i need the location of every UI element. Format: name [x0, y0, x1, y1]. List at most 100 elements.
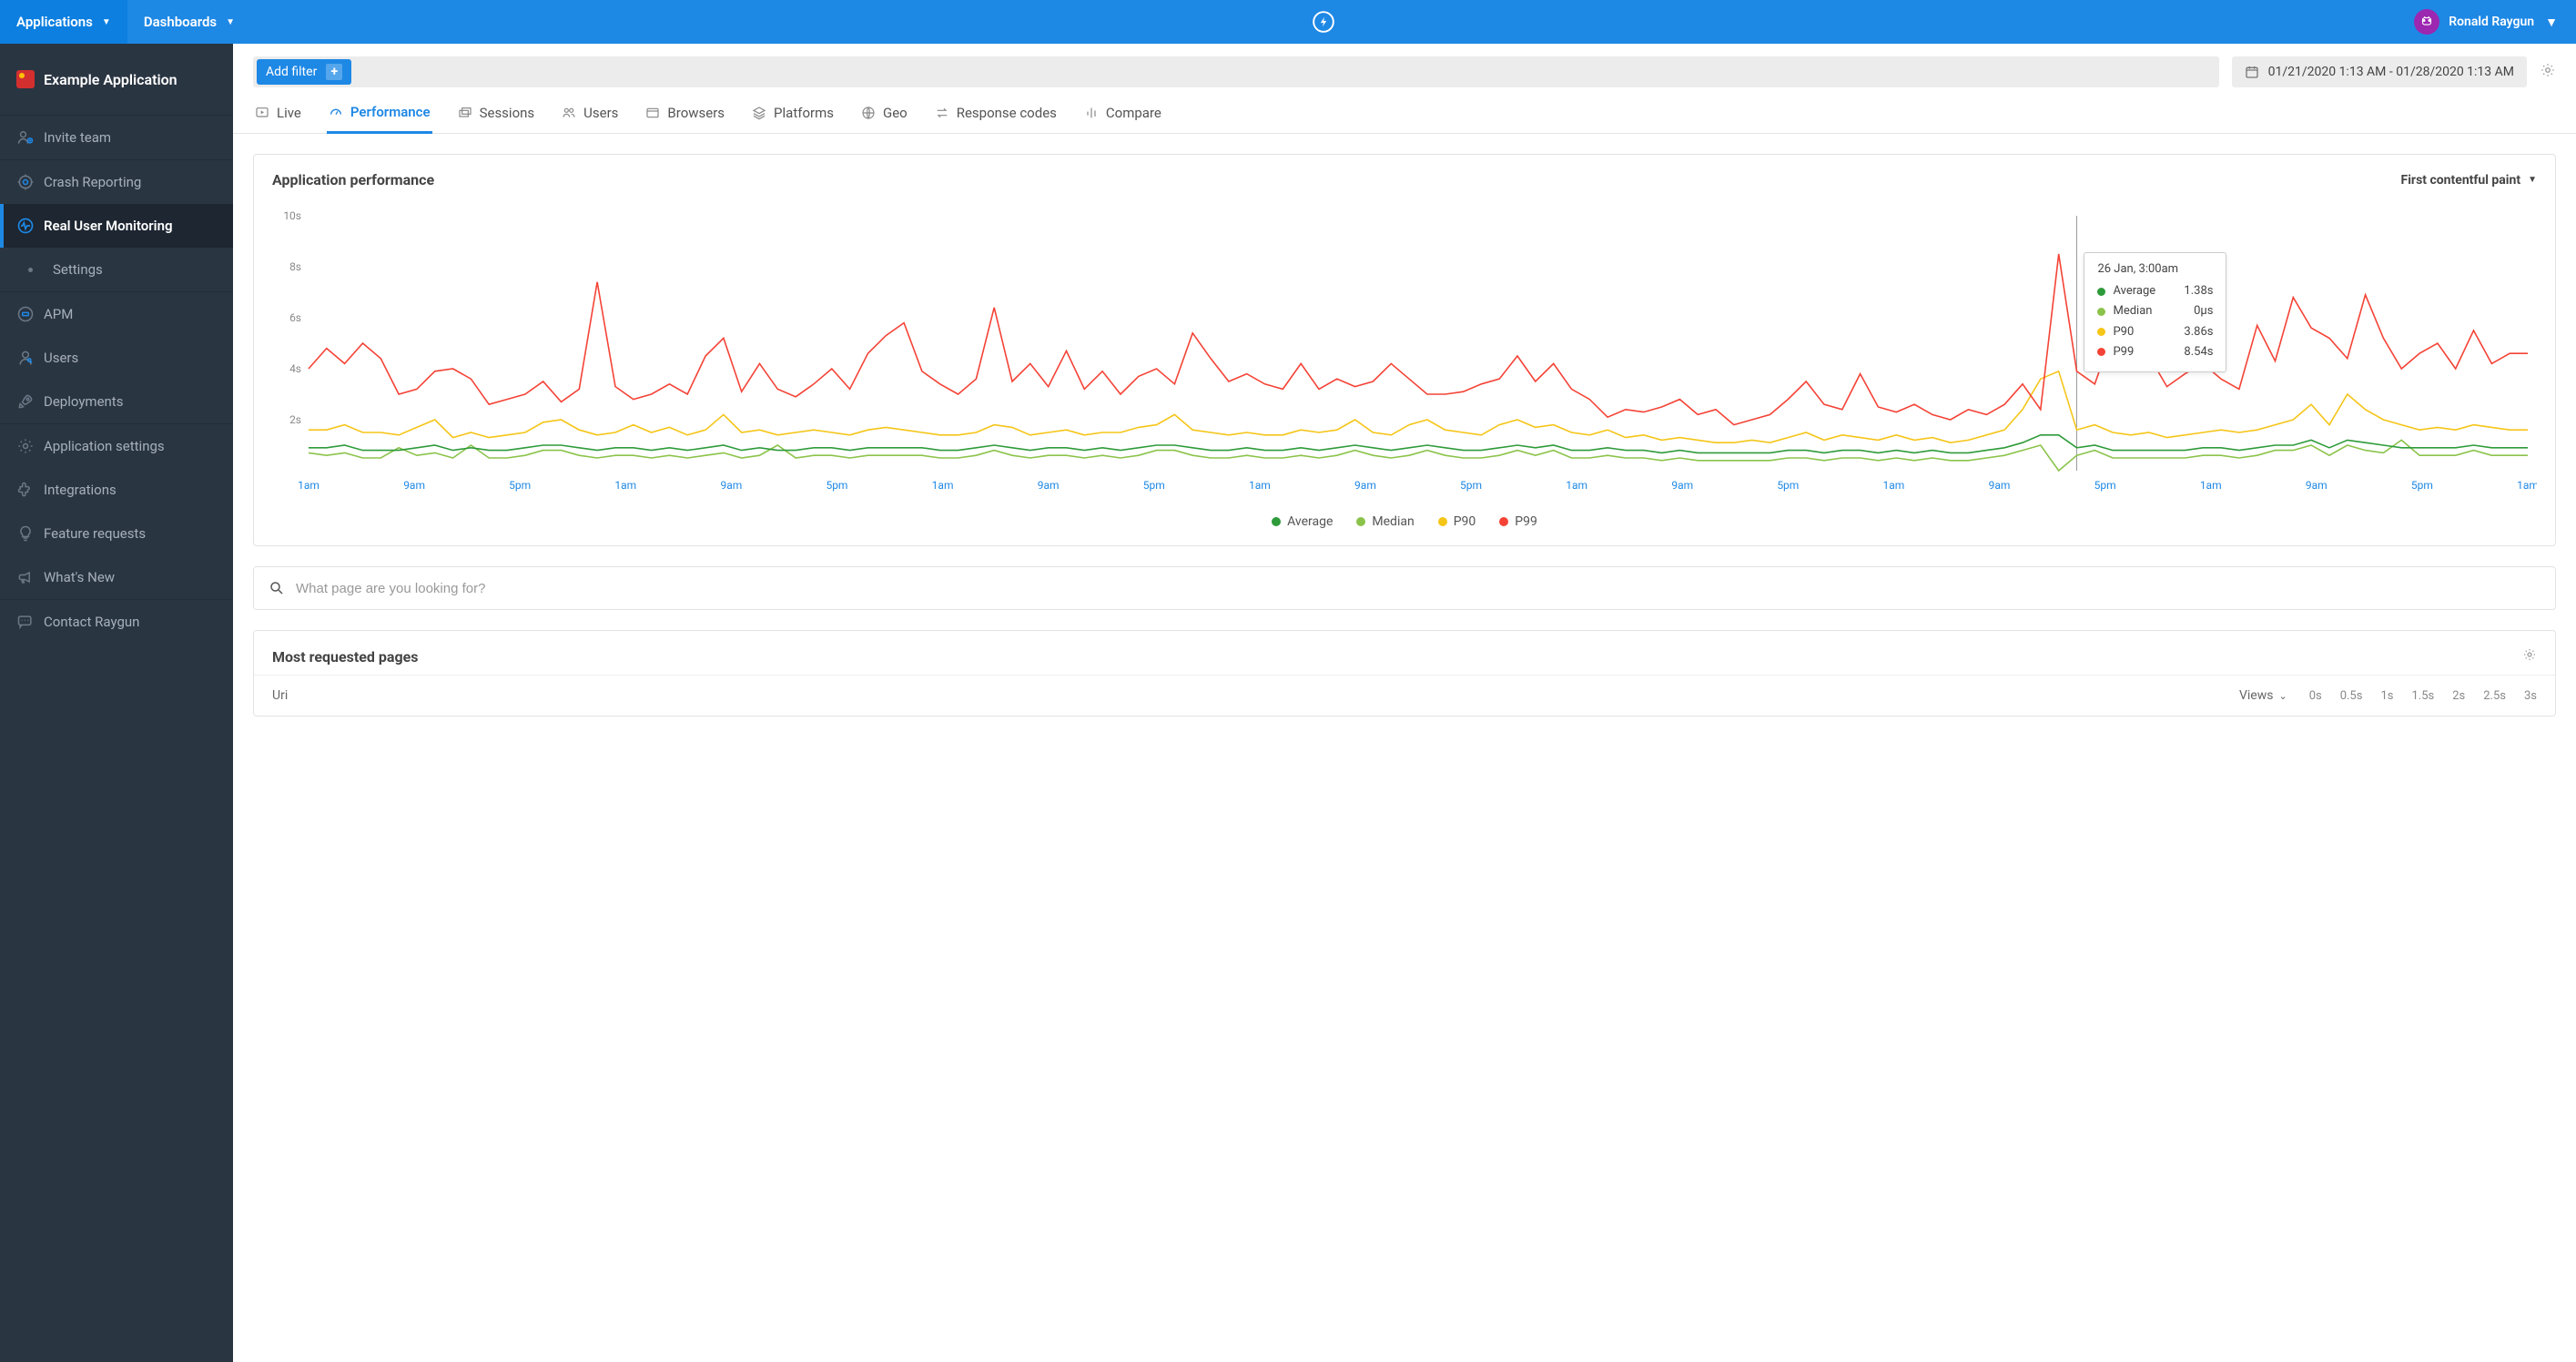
page-settings-button[interactable] [2540, 62, 2556, 82]
tooltip-value: 8.54s [2173, 342, 2213, 362]
svg-text:9am: 9am [1354, 479, 1376, 492]
legend-item[interactable]: Average [1272, 514, 1333, 529]
sidebar-item-whatsnew[interactable]: What's New [0, 555, 233, 599]
search-icon [269, 580, 285, 596]
svg-text:10s: 10s [283, 209, 301, 222]
legend-label: Average [1287, 514, 1333, 529]
performance-card: Application performance First contentful… [253, 154, 2556, 546]
col-views-sort[interactable]: Views ⌄ [2239, 688, 2287, 703]
tooltip-row: P99 8.54s [2097, 342, 2213, 362]
sidebar-item-deployments[interactable]: Deployments [0, 380, 233, 423]
user-menu[interactable]: Ronald Raygun ▼ [2396, 9, 2576, 35]
date-range-picker[interactable]: 01/21/2020 1:13 AM - 01/28/2020 1:13 AM [2232, 56, 2527, 87]
legend-label: P99 [1515, 514, 1537, 529]
app-title[interactable]: Example Application [0, 44, 233, 115]
svg-text:1am: 1am [932, 479, 954, 492]
dashboards-label: Dashboards [144, 14, 217, 30]
tab-compare[interactable]: Compare [1082, 97, 1163, 133]
play-icon [255, 106, 269, 120]
tick-label: 0s [2309, 689, 2322, 703]
sidebar-item-contact[interactable]: Contact Raygun [0, 600, 233, 644]
svg-text:1am: 1am [1883, 479, 1905, 492]
tab-response[interactable]: Response codes [933, 97, 1059, 133]
tick-label: 1s [2380, 689, 2393, 703]
sidebar-item-label: Feature requests [44, 525, 146, 542]
tooltip-label: P99 [2113, 342, 2165, 362]
sidebar-item-label: Crash Reporting [44, 174, 141, 190]
series-dot-icon [1438, 517, 1447, 526]
pages-card: Most requested pages Uri Views ⌄ 0s0.5s1… [253, 630, 2556, 717]
tab-sessions[interactable]: Sessions [456, 97, 537, 133]
tooltip-label: Average [2113, 281, 2165, 301]
col-views-label: Views [2239, 688, 2274, 703]
svg-text:1am: 1am [2200, 479, 2222, 492]
sidebar-item-rum[interactable]: Real User Monitoring [0, 204, 233, 248]
gear-icon [16, 437, 35, 455]
tick-label: 1.5s [2411, 689, 2434, 703]
tooltip-label: P90 [2113, 322, 2165, 342]
series-dot-icon [1356, 517, 1365, 526]
tab-performance[interactable]: Performance [327, 97, 432, 134]
main-content: Add filter + 01/21/2020 1:13 AM - 01/28/… [233, 44, 2576, 1362]
avatar [2414, 9, 2439, 35]
add-filter-button[interactable]: Add filter + [257, 59, 351, 85]
tab-label: Response codes [957, 105, 1057, 121]
svg-text:9am: 9am [1671, 479, 1693, 492]
tab-users[interactable]: Users [560, 97, 620, 133]
bolt-icon [1312, 10, 1335, 34]
megaphone-icon [16, 568, 35, 586]
caret-down-icon: ▼ [226, 17, 235, 27]
legend-item[interactable]: P90 [1438, 514, 1476, 529]
svg-text:1am: 1am [614, 479, 636, 492]
tab-browsers[interactable]: Browsers [644, 97, 726, 133]
tooltip-value: 3.86s [2173, 322, 2213, 342]
sidebar-item-label: Contact Raygun [44, 614, 139, 630]
sidebar-item-settings-sub[interactable]: Settings [0, 248, 233, 291]
tab-live[interactable]: Live [253, 97, 303, 133]
sidebar-item-crash[interactable]: Crash Reporting [0, 160, 233, 204]
gear-icon [2522, 647, 2537, 662]
tab-label: Sessions [480, 105, 535, 121]
layers-icon [752, 106, 766, 120]
user-icon [16, 349, 35, 367]
tooltip-row: Average 1.38s [2097, 281, 2213, 301]
sidebar-item-users[interactable]: Users [0, 336, 233, 380]
tab-platforms[interactable]: Platforms [750, 97, 836, 133]
sidebar-item-invite[interactable]: Invite team [0, 116, 233, 159]
tick-label: 0.5s [2340, 689, 2363, 703]
sidebar-item-apm[interactable]: APM [0, 292, 233, 336]
page-search[interactable] [253, 566, 2556, 610]
sidebar-item-feature[interactable]: Feature requests [0, 512, 233, 555]
gear-icon [2540, 62, 2556, 78]
search-input[interactable] [296, 581, 2541, 596]
applications-label: Applications [16, 14, 93, 30]
tooltip-value: 1.38s [2173, 281, 2213, 301]
globe-icon [861, 106, 876, 120]
user-name: Ronald Raygun [2449, 15, 2534, 29]
series-dot-icon [1272, 517, 1281, 526]
series-dot-icon [2097, 328, 2105, 336]
topbar-center [251, 10, 2396, 34]
svg-text:9am: 9am [1038, 479, 1060, 492]
svg-text:9am: 9am [720, 479, 742, 492]
card-settings-button[interactable] [2522, 647, 2537, 666]
tab-label: Live [277, 105, 301, 121]
app-logo-icon [16, 70, 44, 88]
sidebar-item-app-settings[interactable]: Application settings [0, 424, 233, 468]
svg-text:9am: 9am [1989, 479, 2011, 492]
legend-item[interactable]: P99 [1499, 514, 1537, 529]
tooltip-row: P90 3.86s [2097, 322, 2213, 342]
legend-item[interactable]: Median [1356, 514, 1414, 529]
sidebar-item-label: Real User Monitoring [44, 218, 172, 234]
svg-text:9am: 9am [2306, 479, 2328, 492]
sidebar-item-label: Application settings [44, 438, 165, 454]
applications-dropdown[interactable]: Applications ▼ [0, 0, 127, 44]
tab-label: Browsers [667, 105, 725, 121]
dashboards-dropdown[interactable]: Dashboards ▼ [127, 0, 251, 44]
chevron-down-icon: ⌄ [2278, 690, 2287, 702]
tab-geo[interactable]: Geo [859, 97, 909, 133]
filterbar: Add filter + 01/21/2020 1:13 AM - 01/28/… [233, 44, 2576, 87]
sidebar-item-integrations[interactable]: Integrations [0, 468, 233, 512]
svg-text:5pm: 5pm [1777, 479, 1799, 492]
metric-selector[interactable]: First contentful paint ▼ [2401, 173, 2537, 188]
